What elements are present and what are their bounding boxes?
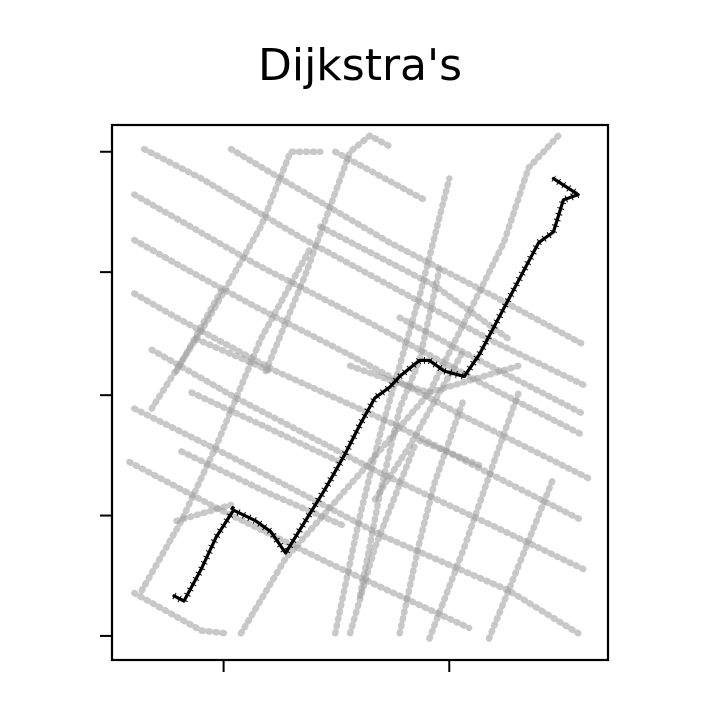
street-22 [356, 266, 443, 600]
street-6 [131, 405, 582, 637]
shortest-path-route [172, 176, 580, 603]
route-layer [172, 175, 587, 606]
street-29 [188, 389, 344, 466]
street-2 [131, 191, 587, 439]
street-8 [131, 589, 230, 637]
street-20 [426, 389, 522, 642]
street-3 [131, 236, 592, 482]
street-23 [262, 132, 394, 375]
plot-frame [110, 123, 610, 662]
chart-title: Dijkstra's [257, 40, 463, 91]
street-25 [346, 362, 522, 396]
street-21 [485, 474, 557, 642]
x-axis-ticks [222, 660, 451, 672]
street-10 [331, 148, 428, 204]
street-18 [346, 442, 418, 637]
y-axis-ticks [100, 150, 112, 637]
street-9 [227, 145, 587, 348]
street-1 [140, 145, 592, 391]
street-16 [138, 244, 314, 594]
street-30 [193, 335, 274, 375]
street-4 [131, 290, 587, 525]
street-15 [173, 287, 225, 375]
street-24 [173, 501, 235, 525]
street-5 [148, 346, 587, 573]
street-19 [396, 394, 468, 637]
street-17 [331, 175, 453, 637]
street-28 [178, 448, 349, 530]
street-27 [416, 437, 488, 471]
street-26 [371, 346, 468, 503]
